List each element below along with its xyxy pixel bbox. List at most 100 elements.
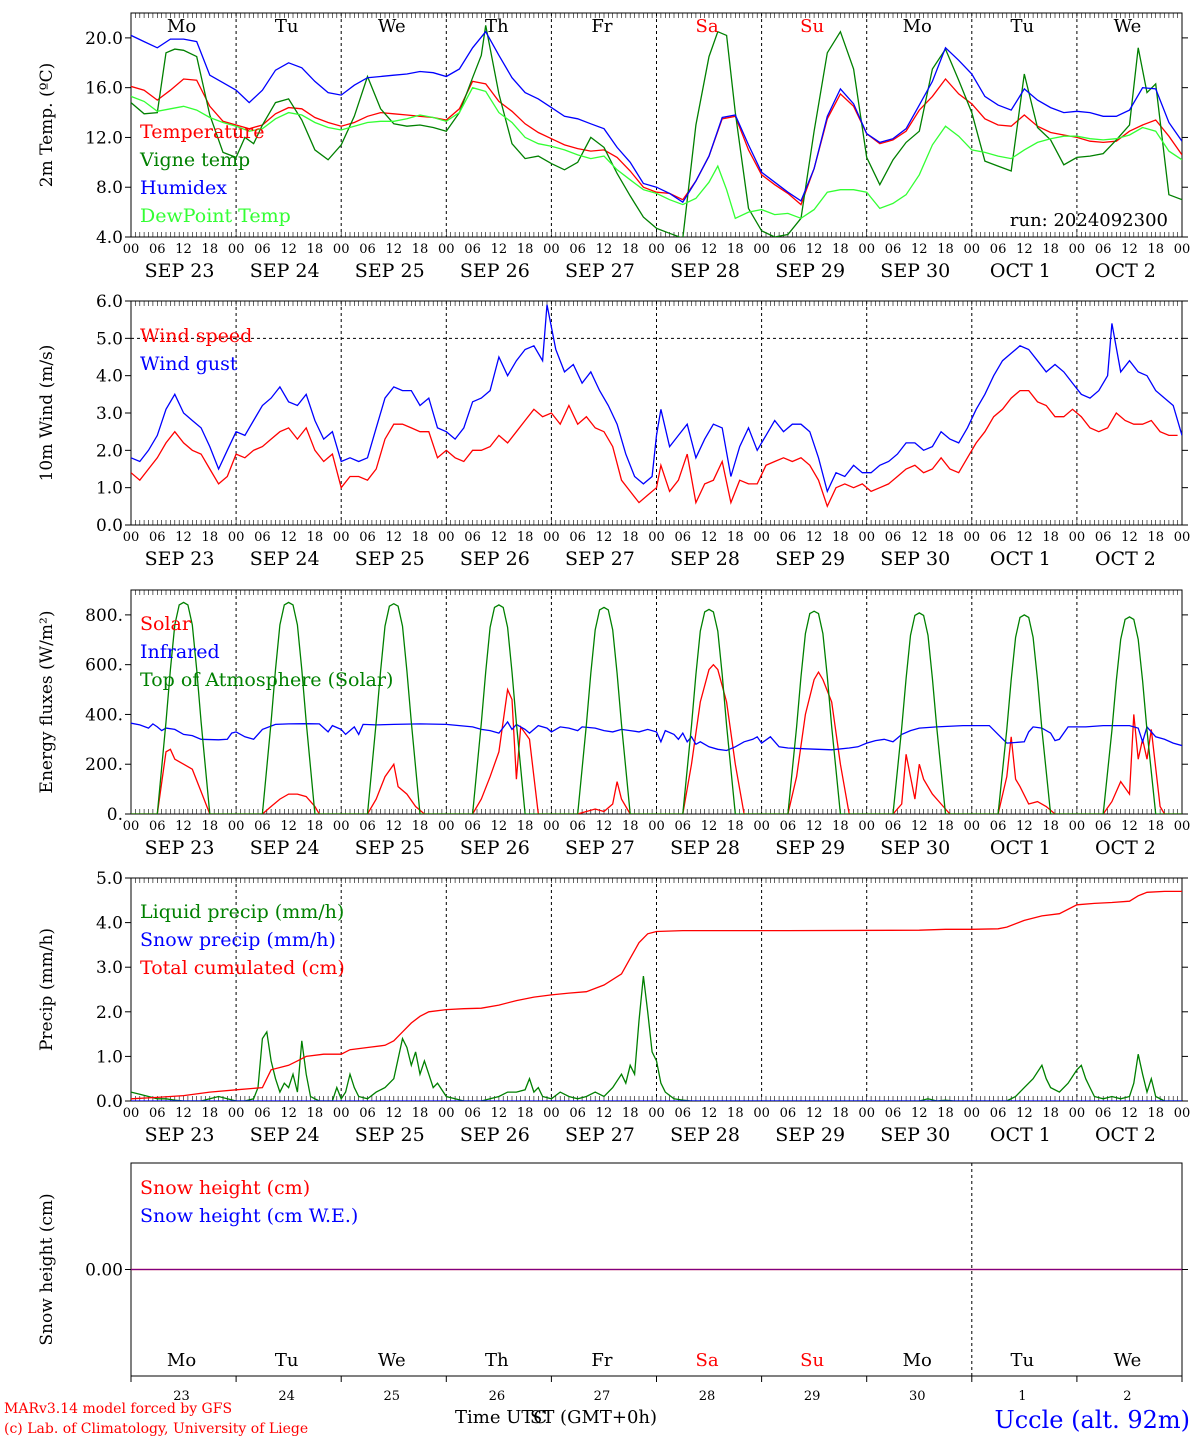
hour-tick-label: 00	[123, 1106, 140, 1121]
hour-tick-label: 12	[491, 1106, 508, 1121]
hour-tick-label: 00	[964, 1106, 981, 1121]
weekday-label: We	[1114, 16, 1142, 37]
legend-entry: Total cumulated (cm)	[140, 957, 345, 979]
hour-tick-label: 00	[333, 819, 350, 834]
hour-tick-label: 18	[307, 530, 324, 545]
hour-tick-label: 12	[701, 1106, 718, 1121]
hour-tick-label: 06	[885, 530, 902, 545]
hour-tick-label: 18	[517, 242, 534, 257]
hour-tick-label: 06	[1095, 819, 1112, 834]
date-label: OCT 1	[990, 1124, 1051, 1146]
hour-tick-label: 00	[964, 530, 981, 545]
panel-wind: 0.0 1.0 2.0 3.0 4.0 5.0 6.0 10m Wind (m/s) Wind …	[37, 292, 1190, 570]
weekday-label: We	[1114, 1350, 1142, 1371]
hour-tick-label: 18	[1042, 819, 1059, 834]
lab-credit: (c) Lab. of Climatology, University of L…	[4, 1421, 308, 1437]
hour-tick-label: 00	[543, 242, 560, 257]
hour-tick-label: 00	[1069, 530, 1086, 545]
hour-tick-label: 18	[202, 242, 219, 257]
y-tick-label: 5.0	[96, 329, 123, 349]
date-label: SEP 28	[670, 837, 740, 859]
hour-tick-label: 06	[569, 819, 586, 834]
date-label: OCT 2	[1095, 837, 1156, 859]
date-label: SEP 25	[355, 548, 425, 570]
date-label: SEP 29	[775, 260, 845, 282]
y-axis-label: Precip (mm/h)	[37, 928, 57, 1051]
weekday-label: Su	[800, 1350, 824, 1371]
date-label: OCT 1	[990, 260, 1051, 282]
day-number-label: 1	[1018, 1389, 1026, 1404]
hour-tick-label: 06	[780, 242, 797, 257]
legend-entry: DewPoint Temp	[140, 205, 291, 227]
hour-tick-label: 18	[1147, 530, 1164, 545]
hour-tick-label: 00	[1174, 1106, 1191, 1121]
weekday-label: Tu	[275, 16, 299, 37]
hour-tick-label: 00	[858, 1106, 875, 1121]
hour-tick-label: 00	[858, 530, 875, 545]
date-label: SEP 26	[460, 548, 530, 570]
legend-entry: Liquid precip (mm/h)	[140, 901, 344, 923]
hour-tick-label: 12	[596, 819, 613, 834]
hour-tick-label: 12	[1016, 530, 1033, 545]
hour-tick-label: 12	[1121, 1106, 1138, 1121]
y-axis-label: Snow height (cm)	[37, 1193, 57, 1345]
hour-tick-label: 00	[964, 242, 981, 257]
hour-tick-label: 00	[1069, 1106, 1086, 1121]
y-tick-label: 4.0	[96, 228, 123, 248]
date-label: OCT 2	[1095, 548, 1156, 570]
hour-tick-label: 00	[123, 819, 140, 834]
minor-ticks	[130, 13, 1183, 237]
meteogram-panels: 4.08.012.016.020.02m Temp. (ºC) Temperatu…	[37, 12, 1191, 1404]
legend-entry: Snow precip (mm/h)	[140, 929, 336, 951]
y-tick-label: 2.0	[96, 441, 123, 461]
y-tick-label: 4.0	[96, 914, 123, 934]
legend-entry: Vigne temp	[139, 149, 250, 171]
series-line-liquid-precip-mm-h-	[131, 976, 1182, 1101]
date-label: SEP 24	[250, 548, 320, 570]
day-number-label: 27	[594, 1389, 611, 1404]
hour-tick-label: 12	[1121, 819, 1138, 834]
hour-tick-label: 18	[412, 242, 429, 257]
weekday-label: Th	[485, 16, 509, 37]
hour-tick-label: 00	[753, 1106, 770, 1121]
hour-tick-label: 00	[438, 819, 455, 834]
hour-tick-label: 06	[359, 1106, 376, 1121]
hour-tick-label: 06	[149, 819, 166, 834]
hour-tick-label: 00	[543, 1106, 560, 1121]
hour-tick-label: 12	[385, 819, 402, 834]
weekday-label: We	[378, 1350, 406, 1371]
hour-tick-label: 18	[622, 242, 639, 257]
day-number-label: 30	[909, 1389, 926, 1404]
hour-tick-label: 06	[569, 530, 586, 545]
series-line-wind-speed	[131, 389, 1178, 509]
series-line-top-of-atmosphere-solar-	[131, 601, 1182, 814]
hour-tick-label: 12	[385, 530, 402, 545]
hour-tick-label: 12	[491, 530, 508, 545]
hour-tick-label: 12	[911, 242, 928, 257]
hour-tick-label: 00	[648, 530, 665, 545]
hour-tick-label: 12	[280, 530, 297, 545]
hour-tick-label: 00	[438, 1106, 455, 1121]
hour-tick-label: 06	[359, 242, 376, 257]
hour-tick-label: 06	[464, 819, 481, 834]
hour-tick-label: 06	[569, 242, 586, 257]
hour-tick-label: 06	[1095, 242, 1112, 257]
panel-snow: 0.00 Snow height (cm) Snow height (cm) Snow…	[37, 1162, 1188, 1404]
date-label: SEP 29	[775, 548, 845, 570]
hour-tick-label: 18	[412, 819, 429, 834]
hour-tick-label: 12	[385, 1106, 402, 1121]
hour-tick-label: 12	[491, 242, 508, 257]
hour-tick-label: 12	[491, 819, 508, 834]
hour-tick-label: 18	[832, 530, 849, 545]
y-tick-label: 600.	[85, 656, 123, 676]
run-annotation: run: 2024092300	[1010, 210, 1168, 231]
hour-tick-label: 18	[622, 530, 639, 545]
weekday-label: Sa	[696, 1350, 719, 1371]
plot-frame	[130, 589, 1183, 815]
hour-tick-label: 18	[727, 530, 744, 545]
legend-entry: Humidex	[140, 177, 227, 199]
hour-tick-label: 18	[412, 530, 429, 545]
hour-tick-label: 18	[832, 242, 849, 257]
hour-tick-label: 18	[937, 1106, 954, 1121]
